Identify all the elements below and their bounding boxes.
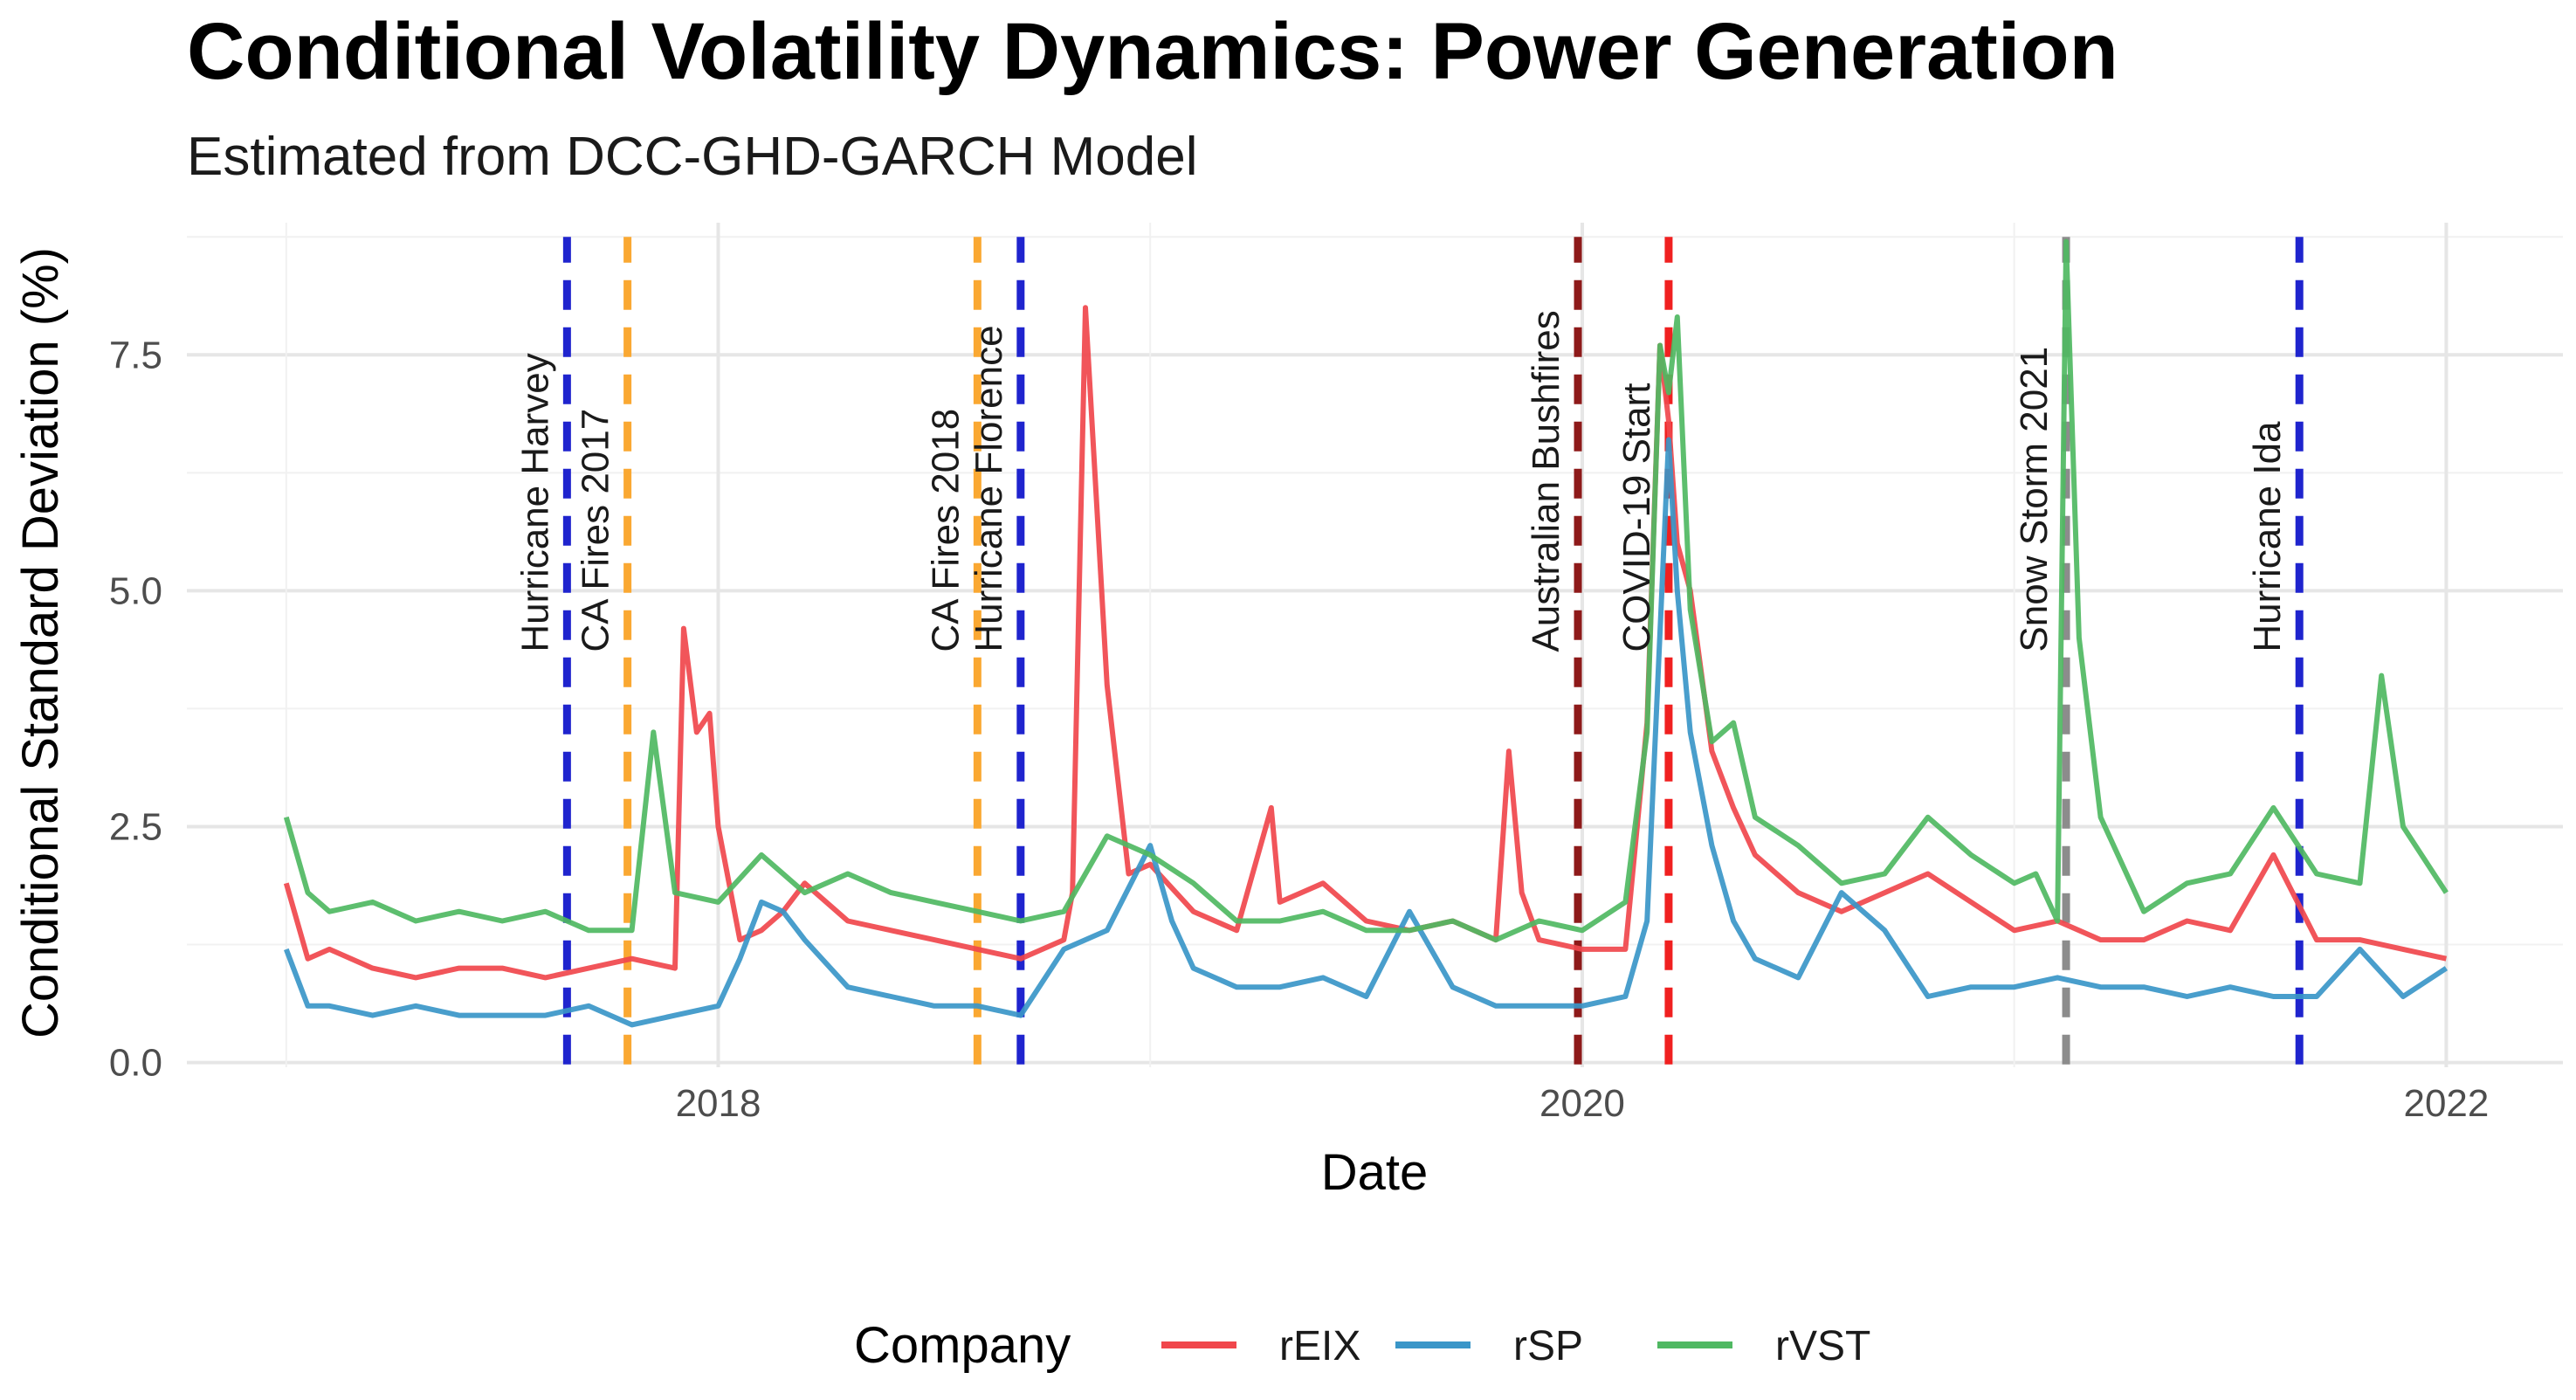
legend-title: Company <box>854 1317 1071 1374</box>
y-tick-label: 0.0 <box>109 1042 162 1085</box>
event-label: COVID-19 Start <box>1615 383 1658 652</box>
legend-label-rSP: rSP <box>1513 1323 1583 1369</box>
y-axis-ticks: 0.0 2.5 5.0 7.5 <box>109 334 162 1084</box>
chart-subtitle: Estimated from DCC-GHD-GARCH Model <box>187 127 1198 187</box>
y-tick-label: 5.0 <box>109 569 162 612</box>
series-lines <box>283 238 2449 1028</box>
x-tick-label: 2018 <box>676 1082 761 1125</box>
legend-label-rEIX: rEIX <box>1279 1323 1360 1369</box>
event-label: CA Fires 2018 <box>924 409 967 652</box>
legend: Company rEIX rSP rVST <box>854 1317 1870 1374</box>
series-line-rEIX <box>283 305 2448 981</box>
x-tick-label: 2022 <box>2403 1082 2489 1125</box>
event-label: Hurricane Ida <box>2246 421 2289 652</box>
series-line-rVST <box>283 238 2449 943</box>
event-label: Hurricane Florence <box>968 325 1010 652</box>
y-axis-title: Conditional Standard Deviation (%) <box>12 247 69 1038</box>
y-tick-label: 7.5 <box>109 334 162 376</box>
event-label: Snow Storm 2021 <box>2013 347 2056 652</box>
event-label: CA Fires 2017 <box>575 409 617 652</box>
chart-title: Conditional Volatility Dynamics: Power G… <box>187 7 2118 96</box>
y-tick-label: 2.5 <box>109 805 162 848</box>
event-annotations: Hurricane Harvey CA Fires 2017 CA Fires 20… <box>513 310 2289 652</box>
x-axis-ticks: 2018 2020 2022 <box>676 1082 2490 1125</box>
grid-lines <box>187 223 2563 1067</box>
x-axis-title: Date <box>1321 1144 1429 1201</box>
series-line-rSP <box>283 437 2449 1028</box>
x-tick-label: 2020 <box>1539 1082 1625 1125</box>
legend-label-rVST: rVST <box>1775 1323 1870 1369</box>
event-label: Hurricane Harvey <box>513 353 556 652</box>
event-label: Australian Bushfires <box>1525 310 1567 652</box>
